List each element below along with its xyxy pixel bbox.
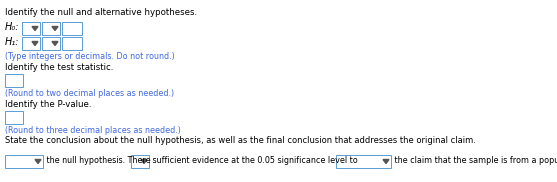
Text: the claim that the sample is from a population with a mean equal: the claim that the sample is from a popu… [392,156,557,165]
Polygon shape [32,27,38,31]
Text: (Round to three decimal places as needed.): (Round to three decimal places as needed… [5,126,181,135]
Text: sufficient evidence at the 0.05 significance level to: sufficient evidence at the 0.05 signific… [150,156,358,165]
Polygon shape [35,159,41,163]
Polygon shape [32,41,38,46]
Text: H₁:: H₁: [5,37,19,47]
FancyBboxPatch shape [42,37,60,50]
Text: Identify the null and alternative hypotheses.: Identify the null and alternative hypoth… [5,8,197,17]
Text: the null hypothesis. There: the null hypothesis. There [44,156,150,165]
Text: (Type integers or decimals. Do not round.): (Type integers or decimals. Do not round… [5,52,175,61]
Text: Identify the P-value.: Identify the P-value. [5,100,91,109]
FancyBboxPatch shape [22,37,40,50]
FancyBboxPatch shape [5,74,23,87]
Polygon shape [141,159,147,163]
FancyBboxPatch shape [42,22,60,35]
FancyBboxPatch shape [336,155,391,168]
Text: Identify the test statistic.: Identify the test statistic. [5,63,114,72]
FancyBboxPatch shape [5,111,23,124]
FancyBboxPatch shape [62,22,82,35]
FancyBboxPatch shape [131,155,149,168]
Polygon shape [52,41,58,46]
Text: State the conclusion about the null hypothesis, as well as the final conclusion : State the conclusion about the null hypo… [5,136,476,145]
FancyBboxPatch shape [22,22,40,35]
FancyBboxPatch shape [62,37,82,50]
Text: (Round to two decimal places as needed.): (Round to two decimal places as needed.) [5,89,174,98]
Text: H₀:: H₀: [5,22,19,32]
Polygon shape [383,159,389,163]
FancyBboxPatch shape [5,155,43,168]
Polygon shape [52,27,58,31]
